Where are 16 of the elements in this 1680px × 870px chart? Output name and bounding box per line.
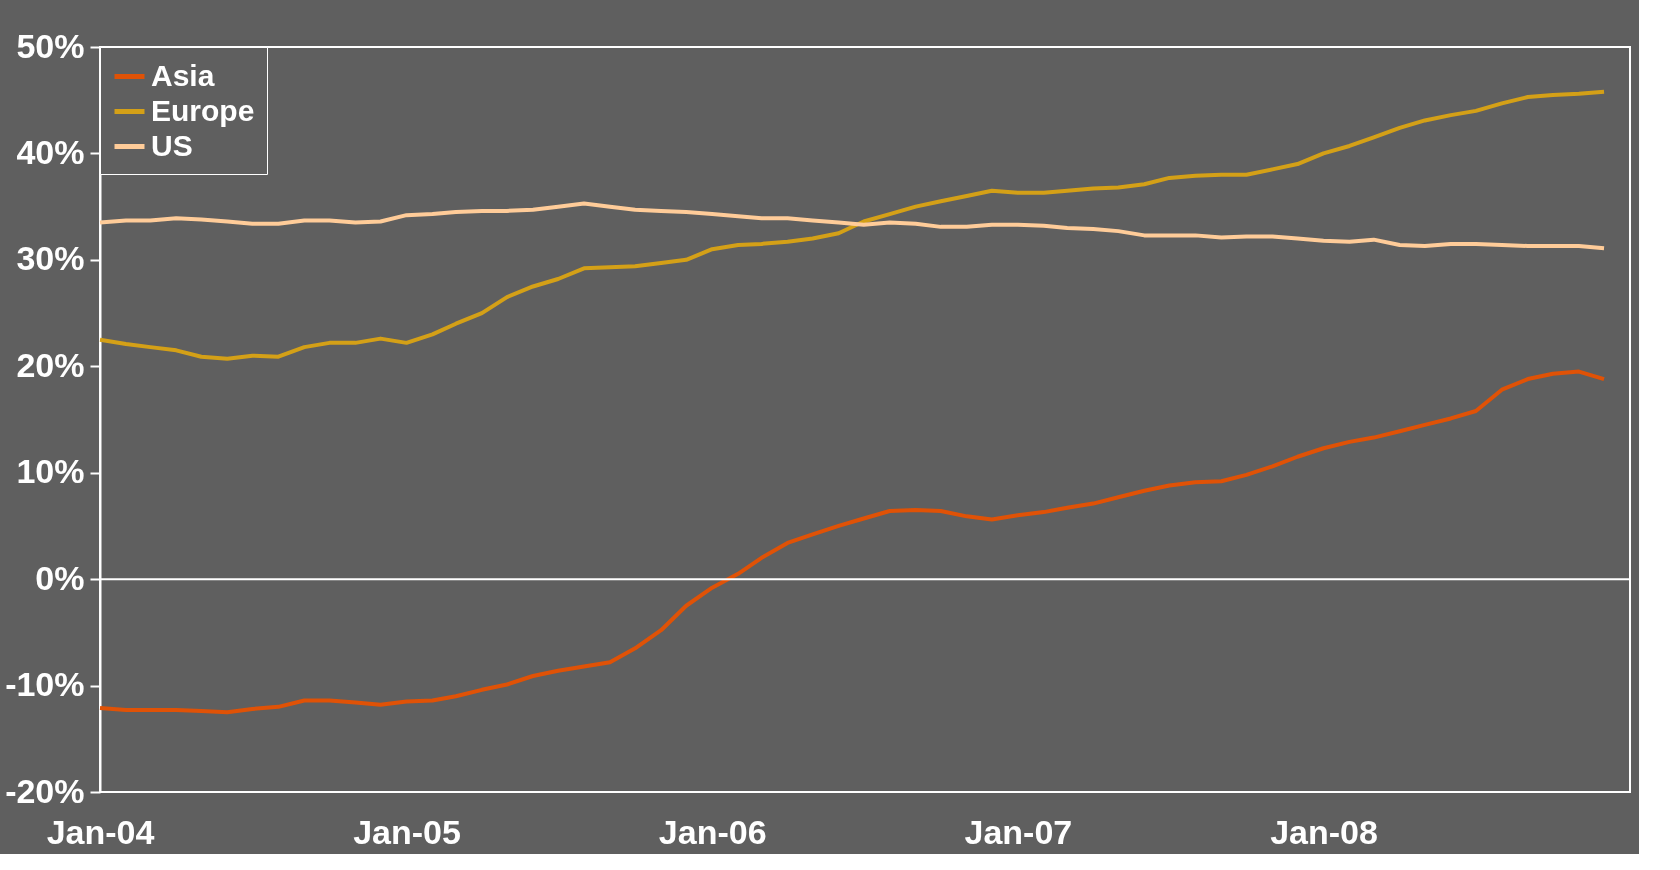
y-tick-label: -10%	[5, 665, 85, 704]
y-tick-label: 50%	[16, 26, 85, 65]
x-tick-label: Jan-08	[1270, 812, 1378, 851]
legend-label: Europe	[151, 93, 255, 127]
x-tick-label: Jan-04	[46, 812, 155, 851]
y-tick-label: 20%	[16, 345, 85, 384]
y-tick-label: 0%	[35, 558, 85, 597]
legend-label: Asia	[151, 58, 215, 92]
y-tick-label: 40%	[16, 132, 85, 171]
x-tick-label: Jan-05	[353, 812, 461, 851]
y-tick-label: -20%	[5, 771, 85, 810]
legend-label: US	[151, 128, 193, 162]
x-tick-label: Jan-06	[658, 812, 767, 851]
y-tick-label: 10%	[16, 452, 85, 491]
x-tick-label: Jan-07	[964, 812, 1073, 851]
y-tick-label: 30%	[16, 239, 85, 278]
